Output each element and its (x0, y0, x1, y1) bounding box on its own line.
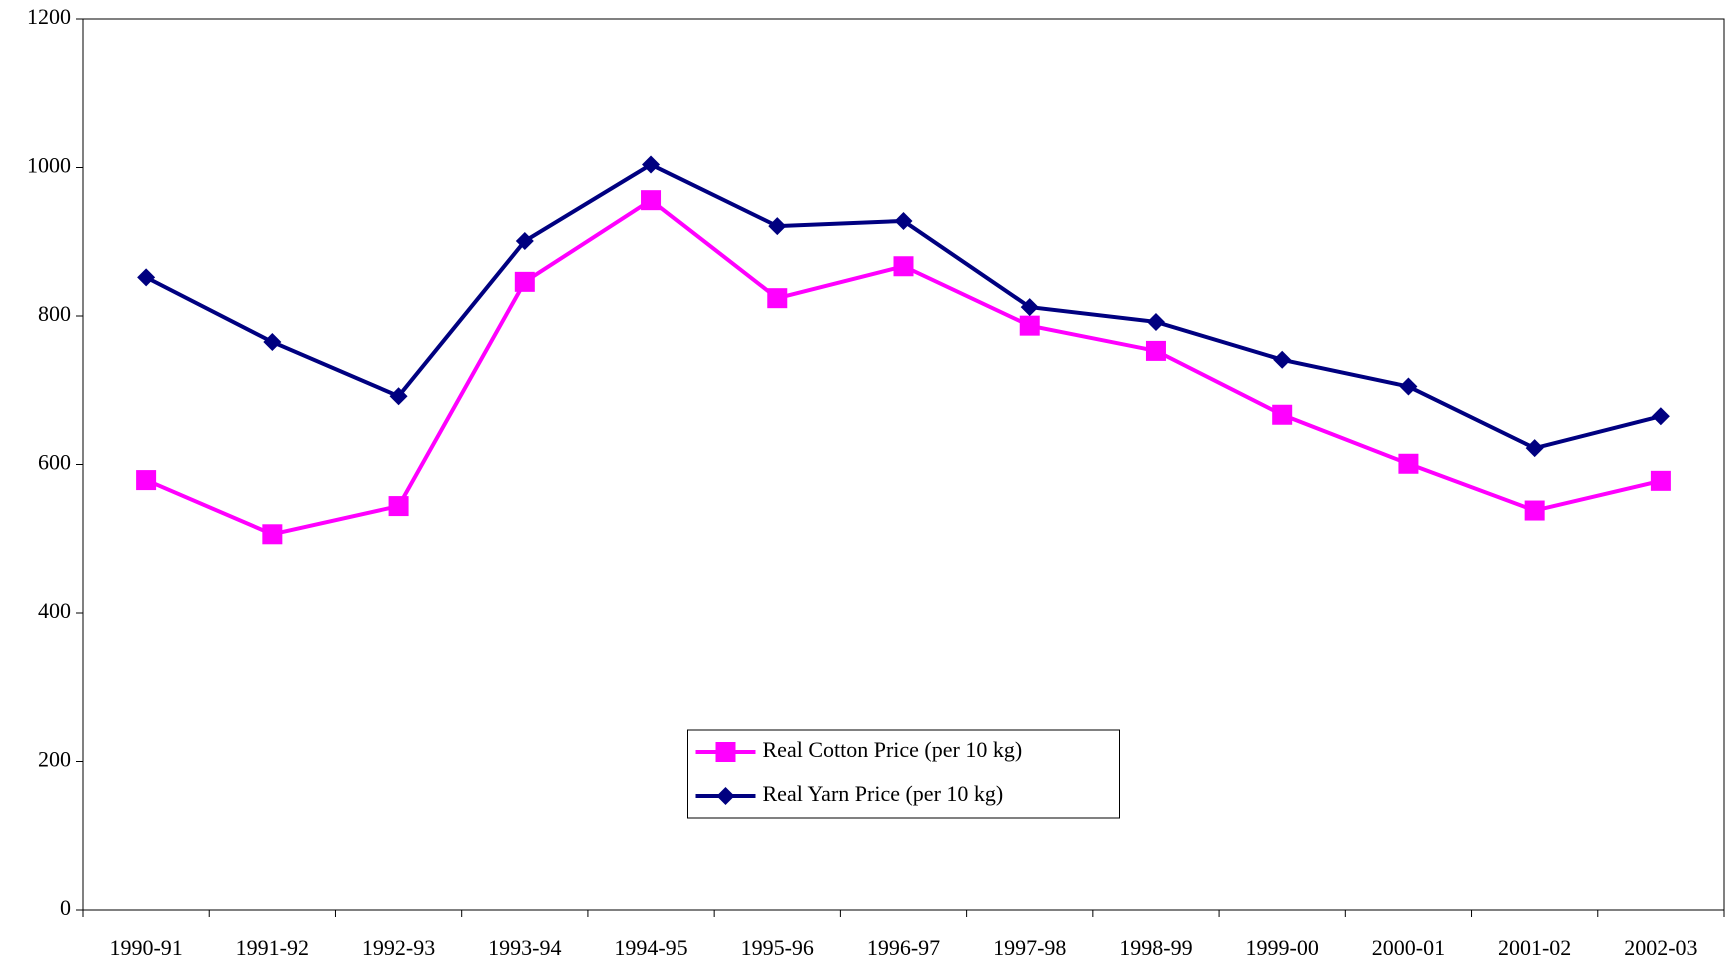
x-tick-label: 1992-93 (362, 935, 435, 960)
y-tick-label: 200 (38, 747, 71, 772)
data-point (767, 288, 788, 309)
data-point (1020, 298, 1039, 317)
data-point (136, 470, 157, 491)
x-tick-label: 2002-03 (1624, 935, 1697, 960)
data-point (515, 232, 534, 251)
x-tick-label: 1993-94 (488, 935, 561, 960)
x-tick-label: 2000-01 (1372, 935, 1445, 960)
y-tick-label: 1000 (27, 153, 71, 178)
series-line (145, 197, 1662, 537)
y-tick-label: 1200 (27, 4, 71, 29)
x-tick-label: 1991-92 (236, 935, 309, 960)
x-tick-label: 1999-00 (1246, 935, 1319, 960)
data-point (642, 155, 661, 174)
data-point (1019, 315, 1040, 336)
series-line (145, 162, 1662, 451)
data-point (1145, 340, 1166, 361)
data-point (389, 387, 408, 406)
y-tick-label: 800 (38, 301, 71, 326)
data-point (894, 211, 913, 230)
x-tick-label: 1998-99 (1119, 935, 1192, 960)
x-tick-label: 1994-95 (614, 935, 687, 960)
legend-box (687, 729, 1120, 819)
data-point (1650, 470, 1671, 491)
data-point (1651, 407, 1670, 426)
x-tick-label: 2001-02 (1498, 935, 1571, 960)
legend-marker (716, 787, 735, 805)
x-tick-label: 1996-97 (867, 935, 940, 960)
x-tick-label: 1997-98 (993, 935, 1066, 960)
data-point (263, 332, 282, 351)
data-point (1525, 439, 1544, 458)
y-tick-label: 400 (38, 598, 71, 623)
data-point (1398, 453, 1419, 474)
legend-label: Real Cotton Price (per 10 kg) (763, 737, 1023, 762)
data-point (641, 190, 662, 211)
legend-label: Real Yarn Price (per 10 kg) (763, 781, 1004, 806)
x-tick-label: 1990-91 (109, 935, 182, 960)
data-point (514, 271, 535, 292)
data-point (1146, 312, 1165, 331)
y-tick-label: 0 (60, 895, 71, 920)
data-point (388, 496, 409, 517)
y-tick-label: 600 (38, 450, 71, 475)
data-point (1524, 500, 1545, 521)
data-point (1273, 350, 1292, 369)
data-point (137, 268, 156, 287)
legend: Real Cotton Price (per 10 kg) Real Yarn P… (687, 729, 1120, 819)
legend-marker (715, 742, 736, 762)
data-point (1272, 404, 1293, 425)
data-point (768, 217, 787, 236)
data-point (262, 524, 283, 545)
x-tick-label: 1995-96 (741, 935, 814, 960)
data-point (1399, 377, 1418, 396)
data-point (893, 256, 914, 277)
